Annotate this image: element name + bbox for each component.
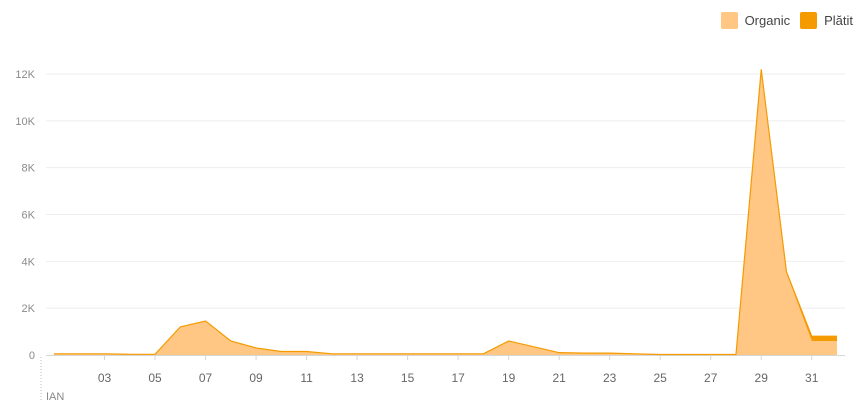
x-tick-label: 13 bbox=[350, 371, 364, 385]
area-platit bbox=[54, 69, 837, 355]
x-tick-label: 09 bbox=[249, 371, 263, 385]
x-tick-label: 15 bbox=[401, 371, 415, 385]
area-organic bbox=[54, 69, 837, 355]
x-tick-label: 07 bbox=[199, 371, 213, 385]
legend-label-platit: Plătit bbox=[824, 13, 853, 28]
legend-swatch-organic bbox=[720, 12, 738, 29]
legend: Organic Plătit bbox=[720, 12, 853, 29]
y-tick-label: 8K bbox=[22, 163, 36, 175]
x-tick-label: 31 bbox=[805, 371, 819, 385]
y-tick-label: 6K bbox=[22, 210, 36, 222]
x-tick-label: 29 bbox=[755, 371, 769, 385]
legend-label-organic: Organic bbox=[744, 13, 791, 28]
x-tick-label: 11 bbox=[300, 371, 313, 385]
x-tick-label: 17 bbox=[451, 371, 465, 385]
line-platit bbox=[54, 69, 837, 356]
y-tick-label: 4K bbox=[22, 256, 36, 268]
x-tick-label: 03 bbox=[98, 371, 112, 385]
month-label: IAN bbox=[46, 391, 64, 401]
x-tick-label: 05 bbox=[148, 371, 162, 385]
legend-item-organic[interactable]: Organic bbox=[720, 12, 791, 29]
x-tick-label: 21 bbox=[552, 371, 566, 385]
y-tick-label: 0 bbox=[29, 350, 35, 362]
legend-item-platit[interactable]: Plătit bbox=[800, 12, 853, 29]
y-tick-label: 12K bbox=[15, 69, 35, 81]
x-tick-label: 19 bbox=[502, 371, 516, 385]
x-tick-label: 25 bbox=[654, 371, 668, 385]
y-tick-label: 2K bbox=[22, 303, 36, 315]
x-tick-label: 27 bbox=[704, 371, 718, 385]
y-tick-label: 10K bbox=[15, 116, 35, 128]
x-tick-label: 23 bbox=[603, 371, 617, 385]
legend-swatch-platit bbox=[800, 12, 818, 29]
